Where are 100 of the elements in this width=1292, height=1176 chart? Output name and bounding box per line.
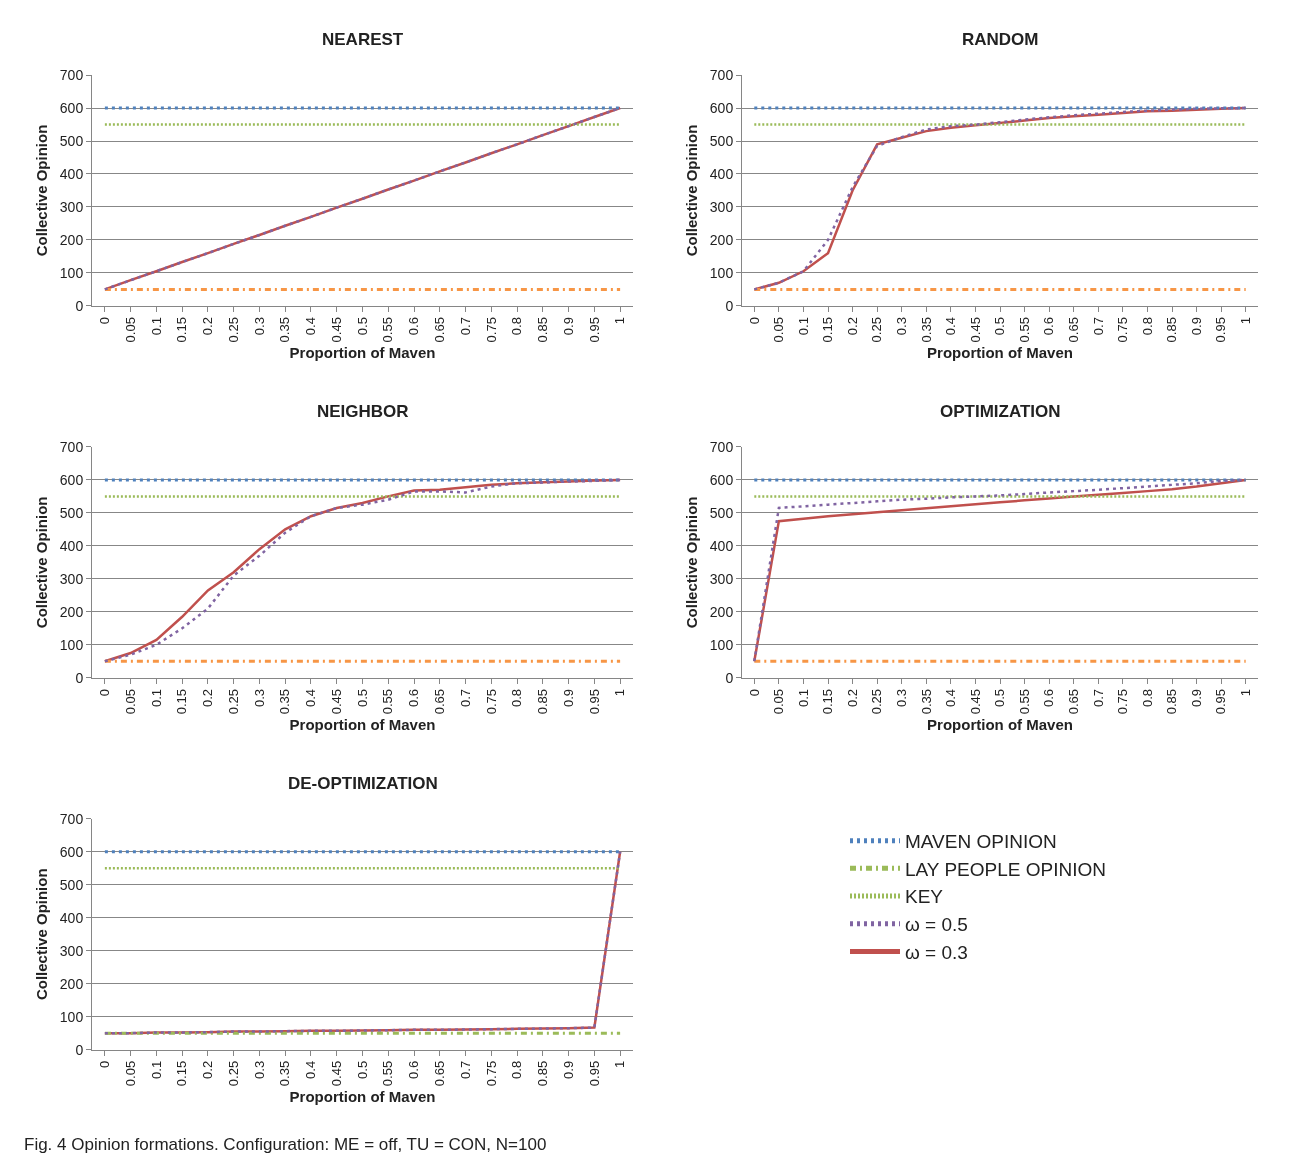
x-tick-label: 0.75 xyxy=(483,688,499,715)
x-tick-label: 0.6 xyxy=(406,1060,422,1079)
x-tick-label: 0.7 xyxy=(457,688,473,708)
y-tick-label: 500 xyxy=(709,504,734,521)
x-tick-label: 0.5 xyxy=(354,1060,370,1079)
x-tick-label: 0.2 xyxy=(200,688,216,708)
x-tick-label: 0.2 xyxy=(200,317,216,336)
line-series xyxy=(103,850,622,1035)
x-tick-label: 0.35 xyxy=(277,688,293,715)
y-axis-title: Collective Opinion xyxy=(33,868,51,1001)
x-tick-label: 0.25 xyxy=(869,688,885,715)
x-tick-label: 0.75 xyxy=(483,317,499,343)
x-tick-label: 0.15 xyxy=(174,688,190,715)
x-tick-label: 0.15 xyxy=(820,688,836,715)
y-tick-label: 200 xyxy=(59,975,84,992)
y-tick-label: 200 xyxy=(59,603,84,620)
x-tick-label: 0.4 xyxy=(303,317,319,336)
x-tick-label: 0.95 xyxy=(586,317,602,343)
x-tick-label: 0.85 xyxy=(535,317,551,343)
x-tick-label: 0.95 xyxy=(1213,317,1229,343)
x-tick-label: 0.8 xyxy=(509,317,525,336)
x-tick-label: 0.15 xyxy=(174,317,190,343)
y-tick-label: 600 xyxy=(59,843,84,860)
x-tick-label: 0.25 xyxy=(225,1060,241,1087)
x-tick-label: 0.45 xyxy=(967,688,983,715)
x-tick-label: 0.3 xyxy=(251,688,267,708)
y-tick-label: 300 xyxy=(709,570,734,587)
x-tick-label: 0.3 xyxy=(251,1060,267,1079)
y-tick-label: 500 xyxy=(709,132,734,149)
y-axis-title: Collective Opinion xyxy=(33,124,51,257)
x-tick-label: 0.25 xyxy=(869,317,885,343)
y-tick-label: 500 xyxy=(59,504,84,521)
y-tick-label: 600 xyxy=(59,471,84,488)
x-tick-label: 0.15 xyxy=(820,317,836,343)
line-series xyxy=(103,106,622,291)
x-tick-label: 0.85 xyxy=(535,1060,551,1087)
x-tick-label: 0.2 xyxy=(844,688,860,708)
x-tick-label: 0.85 xyxy=(1164,688,1180,715)
y-tick-label: 400 xyxy=(709,537,734,554)
line-series xyxy=(753,106,1247,291)
x-tick-label: 0.95 xyxy=(586,688,602,715)
x-tick-label: 1 xyxy=(612,688,628,697)
x-tick-label: 0.25 xyxy=(225,317,241,343)
y-tick-label: 0 xyxy=(75,1041,84,1058)
x-tick-label: 0.1 xyxy=(148,1060,164,1079)
x-tick-label: 1 xyxy=(612,317,628,325)
y-tick-label: 200 xyxy=(709,231,734,248)
legend-label: ω = 0.5 xyxy=(905,914,968,936)
x-tick-label: 0.2 xyxy=(844,317,860,336)
x-tick-label: 0.25 xyxy=(225,688,241,715)
x-tick-label: 0.65 xyxy=(432,688,448,715)
y-tick-label: 300 xyxy=(59,198,84,215)
y-tick-label: 700 xyxy=(59,810,84,827)
x-tick-label: 0 xyxy=(97,317,113,325)
x-tick-label: 1 xyxy=(612,1060,628,1069)
x-tick-label: 0.05 xyxy=(771,317,787,343)
x-tick-label: 0.5 xyxy=(992,317,1008,336)
x-tick-label: 0.35 xyxy=(277,317,293,343)
x-tick-label: 0.7 xyxy=(1090,688,1106,708)
x-tick-label: 0.9 xyxy=(1188,317,1204,336)
x-tick-label: 0.55 xyxy=(1016,688,1032,715)
x-tick-label: 0.65 xyxy=(432,1060,448,1087)
y-axis-title: Collective Opinion xyxy=(33,496,51,629)
chart-title: NEAREST xyxy=(322,30,404,49)
caption: Fig. 4 Opinion formations. Configuration: ME = off, TU = CON, N=100 xyxy=(24,1135,547,1154)
x-tick-label: 0.6 xyxy=(406,688,422,708)
x-tick-label: 0.55 xyxy=(380,688,396,715)
legend-label: KEY xyxy=(905,886,944,908)
x-tick-label: 0.1 xyxy=(148,688,164,708)
x-tick-label: 0.75 xyxy=(483,1060,499,1087)
x-tick-label: 1 xyxy=(1237,317,1253,325)
x-tick-label: 0.9 xyxy=(560,688,576,708)
x-tick-label: 0.05 xyxy=(771,688,787,715)
x-tick-label: 0.65 xyxy=(1065,688,1081,715)
x-tick-label: 0.55 xyxy=(1016,317,1032,343)
x-tick-label: 0 xyxy=(746,688,762,697)
x-tick-label: 0.6 xyxy=(1041,688,1057,708)
x-tick-label: 0.3 xyxy=(893,688,909,708)
x-tick-label: 0.65 xyxy=(1065,317,1081,343)
x-axis-title: Proportion of Maven xyxy=(289,716,436,734)
y-axis-title: Collective Opinion xyxy=(683,496,701,629)
x-tick-label: 0.6 xyxy=(1041,317,1057,336)
y-tick-label: 700 xyxy=(709,438,734,455)
x-tick-label: 0.7 xyxy=(457,317,473,336)
chart-title: NEIGHBOR xyxy=(317,402,409,421)
y-tick-label: 100 xyxy=(59,636,84,653)
x-tick-label: 0.3 xyxy=(893,317,909,336)
x-tick-label: 0.5 xyxy=(992,688,1008,708)
y-tick-label: 200 xyxy=(709,603,734,620)
x-tick-label: 0.65 xyxy=(432,317,448,343)
y-tick-label: 500 xyxy=(59,132,84,149)
x-tick-label: 0.4 xyxy=(303,688,319,708)
x-tick-label: 0.05 xyxy=(122,317,138,343)
x-axis-title: Proportion of Maven xyxy=(289,1088,436,1106)
y-tick-label: 0 xyxy=(725,669,734,686)
y-tick-label: 600 xyxy=(709,471,734,488)
y-tick-label: 500 xyxy=(59,876,84,893)
x-tick-label: 0.55 xyxy=(380,317,396,343)
x-tick-label: 0.8 xyxy=(1139,688,1155,708)
x-tick-label: 1 xyxy=(1237,688,1253,697)
